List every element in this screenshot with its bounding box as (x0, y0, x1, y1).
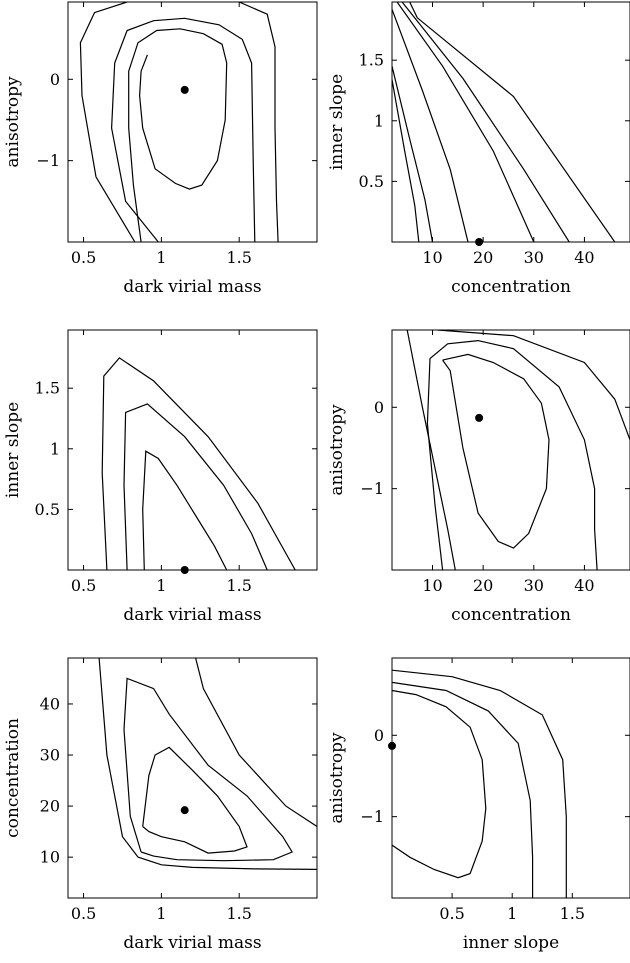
contour-line (79, 2, 136, 242)
contour-line (123, 403, 268, 570)
y-tick-label: 0.5 (35, 500, 60, 519)
x-axis-label: concentration (451, 605, 571, 625)
plot-frame (391, 329, 630, 571)
y-tick-label: 1.5 (359, 51, 384, 70)
x-tick-label: 1.5 (226, 576, 251, 595)
x-tick-label: 10 (422, 248, 442, 267)
y-tick-label: 0 (374, 398, 384, 417)
best-fit-point (180, 566, 189, 574)
y-axis-label: inner slope (327, 74, 347, 170)
contour-line (392, 79, 420, 242)
contour-line (142, 450, 228, 570)
y-tick-label: 0 (374, 726, 384, 745)
panel-6: 0.5 1 1.5 0 −1 inner slope anisotropy (327, 657, 630, 953)
x-tick-label: 1 (156, 248, 166, 267)
x-axis-label: inner slope (463, 933, 559, 953)
x-axis-label: dark virial mass (123, 933, 261, 953)
contour-line (110, 17, 256, 242)
best-fit-point (388, 741, 396, 750)
panel-3: 0.5 1 1.5 0.5 1 1.5 dark virial mass inner slop… (3, 329, 318, 625)
x-axis-label: concentration (451, 277, 571, 297)
x-tick-label: 20 (473, 248, 493, 267)
best-fit-point (475, 413, 484, 422)
y-tick-label: −1 (360, 807, 384, 826)
panel-2: 10 20 30 40 0.5 1 1.5 concentration inner slope (327, 1, 630, 297)
panel-1: 0.5 1 1.5 0 −1 dark virial mass anisotropy (3, 1, 318, 297)
contour-line (409, 2, 616, 242)
contour-line (98, 658, 317, 870)
plot-frame (67, 1, 318, 243)
contour-line (238, 2, 279, 242)
x-tick-label: 30 (524, 576, 544, 595)
contour-line (101, 357, 296, 570)
y-tick-label: 30 (40, 746, 60, 765)
plot-frame (67, 657, 318, 899)
contour-line (392, 9, 469, 242)
contour-line (123, 677, 293, 862)
best-fit-point (475, 238, 484, 246)
y-axis-label: concentration (3, 718, 23, 838)
y-tick-label: 0.5 (359, 172, 384, 191)
y-tick-label: 0 (50, 70, 60, 89)
y-axis-label: anisotropy (327, 404, 347, 496)
y-axis-label: anisotropy (3, 76, 23, 168)
x-tick-label: 40 (574, 576, 594, 595)
contour-line (128, 28, 228, 242)
x-tick-label: 0.5 (71, 576, 96, 595)
contour-line (406, 330, 456, 570)
y-tick-label: 1 (50, 439, 60, 458)
contour-line (392, 669, 567, 898)
x-tick-label: 1 (507, 904, 517, 923)
x-tick-label: 1 (156, 576, 166, 595)
x-tick-label: 20 (473, 576, 493, 595)
y-tick-label: 40 (40, 694, 60, 713)
x-axis-label: dark virial mass (123, 277, 261, 297)
panel-5: 0.5 1 1.5 10 20 30 40 dark virial mass concentra… (3, 657, 318, 953)
y-tick-label: 20 (40, 797, 60, 816)
x-tick-label: 30 (524, 248, 544, 267)
panel-4: 10 20 30 40 0 −1 concentration anisotropy (327, 329, 630, 625)
x-tick-label: 1.5 (226, 904, 251, 923)
contour-line (396, 2, 535, 242)
best-fit-point (180, 85, 189, 94)
contour-line (142, 746, 248, 854)
contour-line (442, 353, 550, 549)
y-axis-label: inner slope (3, 402, 23, 498)
y-tick-label: 10 (40, 848, 60, 867)
best-fit-point (180, 806, 189, 815)
plot-frame (67, 329, 318, 571)
y-tick-label: −1 (36, 151, 60, 170)
plot-frame (391, 1, 630, 243)
x-tick-label: 1 (156, 904, 166, 923)
contour-line (437, 330, 630, 441)
x-axis-label: dark virial mass (123, 605, 261, 625)
plot-frame (391, 657, 630, 899)
contour-line (392, 66, 434, 242)
contour-line (401, 2, 570, 242)
y-axis-label: anisotropy (327, 732, 347, 824)
x-tick-label: 40 (574, 248, 594, 267)
x-tick-label: 1.5 (560, 904, 585, 923)
contour-line (426, 339, 598, 570)
x-tick-label: 0.5 (71, 904, 96, 923)
x-tick-label: 0.5 (439, 904, 464, 923)
y-tick-label: −1 (360, 479, 384, 498)
y-tick-label: 1.5 (35, 379, 60, 398)
contour-line (392, 689, 487, 879)
x-tick-label: 1.5 (226, 248, 251, 267)
contour-line (195, 658, 317, 828)
x-tick-label: 10 (422, 576, 442, 595)
contour-line (392, 681, 534, 898)
x-tick-label: 0.5 (71, 248, 96, 267)
y-tick-label: 1 (374, 111, 384, 130)
